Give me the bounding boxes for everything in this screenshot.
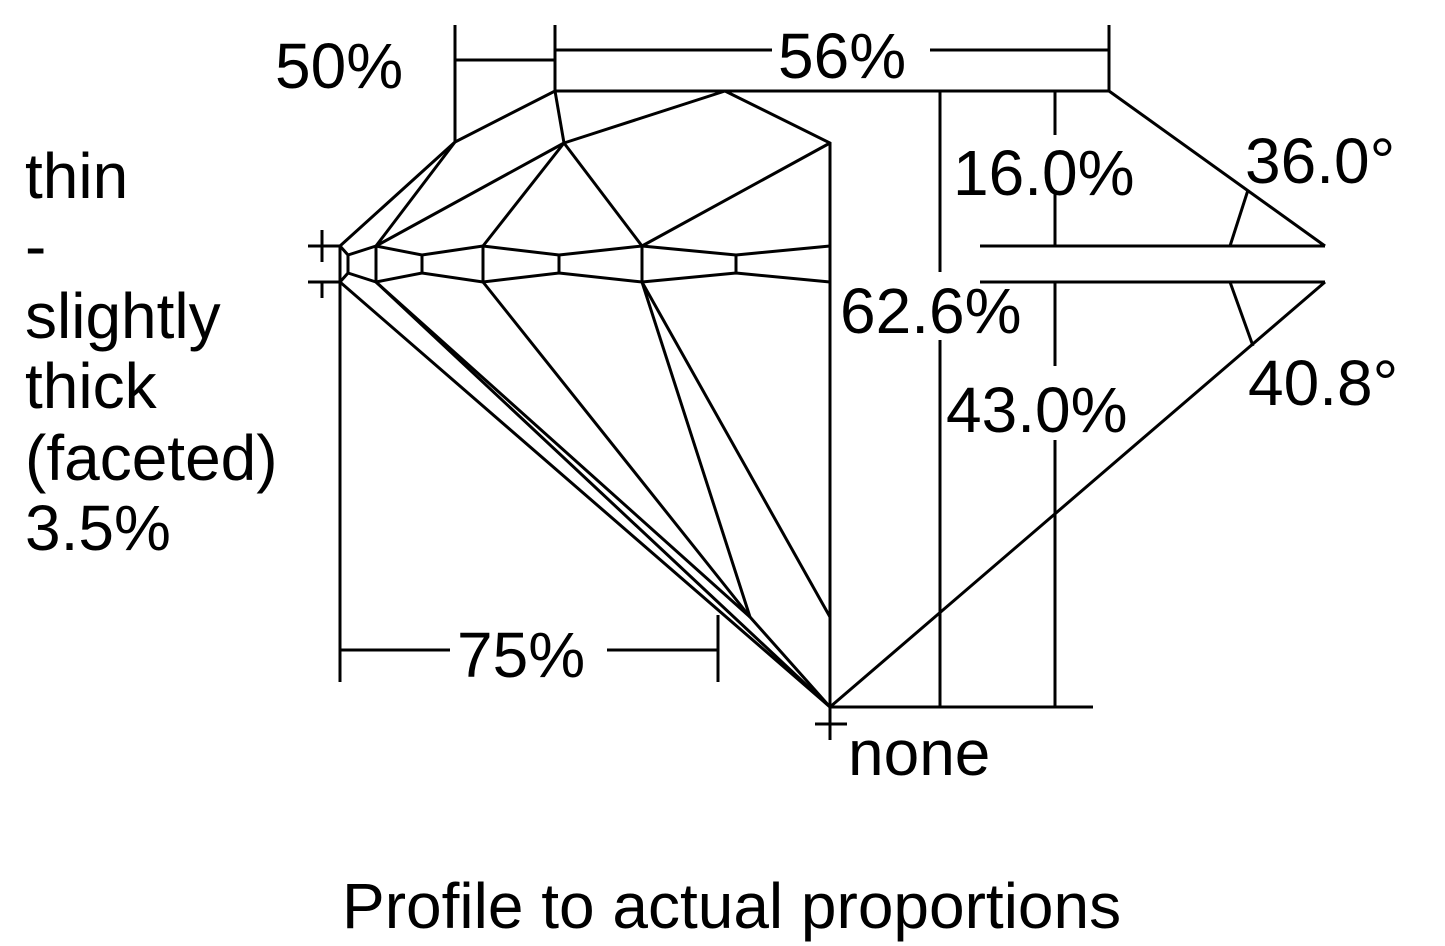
crown-angle-label: 36.0°: [1245, 125, 1395, 197]
girdle-label-line: 3.5%: [25, 492, 171, 564]
girdle-label-line: thin: [25, 140, 128, 212]
dimension-lines: [338, 25, 1111, 709]
culet-marker: [815, 707, 847, 740]
girdle-label-line: (faceted): [25, 422, 278, 494]
diagram-title: Profile to actual proportions: [342, 870, 1121, 942]
pavilion-angle-label: 40.8°: [1248, 347, 1398, 419]
girdle-label-line: slightly: [25, 280, 221, 352]
girdle-label-line: -: [25, 210, 46, 282]
star-length-label: 50%: [275, 30, 403, 102]
total-depth-label: 62.6%: [840, 275, 1021, 347]
crown-facets: [338, 89, 832, 248]
girdle-markers: [308, 230, 340, 298]
girdle-label-line: thick: [25, 350, 158, 422]
girdle-label: thin - slightly thick (faceted) 3.5%: [25, 140, 278, 564]
angle-profile: [829, 89, 1326, 709]
pavilion-facets: [339, 280, 832, 709]
girdle-facets: [338, 244, 832, 284]
culet-label: none: [848, 717, 990, 789]
table-label: 56%: [778, 20, 906, 92]
pavilion-depth-label: 43.0%: [946, 374, 1127, 446]
crown-height-label: 16.0%: [953, 137, 1134, 209]
lower-half-label: 75%: [457, 619, 585, 691]
